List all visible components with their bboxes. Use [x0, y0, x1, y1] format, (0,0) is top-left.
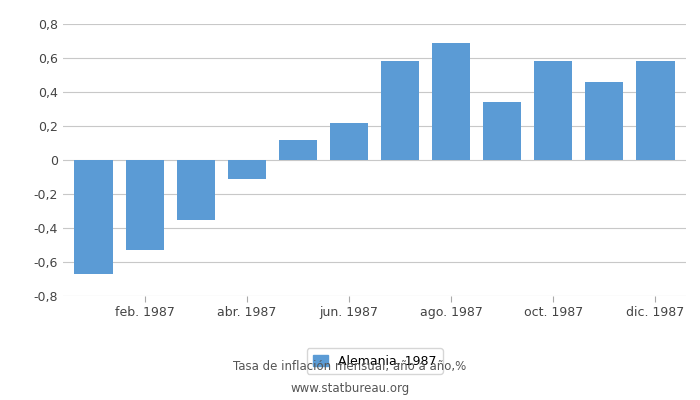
- Bar: [636, 61, 675, 160]
- Bar: [381, 61, 419, 160]
- Legend: Alemania, 1987: Alemania, 1987: [307, 348, 442, 374]
- Bar: [330, 122, 368, 160]
- Bar: [125, 160, 164, 250]
- Bar: [534, 61, 573, 160]
- Bar: [432, 43, 470, 160]
- Bar: [483, 102, 522, 160]
- Bar: [228, 160, 266, 179]
- Text: www.statbureau.org: www.statbureau.org: [290, 382, 410, 395]
- Bar: [279, 140, 317, 160]
- Bar: [74, 160, 113, 274]
- Bar: [585, 82, 624, 160]
- Bar: [176, 160, 215, 220]
- Text: Tasa de inflación mensual, año a año,%: Tasa de inflación mensual, año a año,%: [233, 360, 467, 373]
